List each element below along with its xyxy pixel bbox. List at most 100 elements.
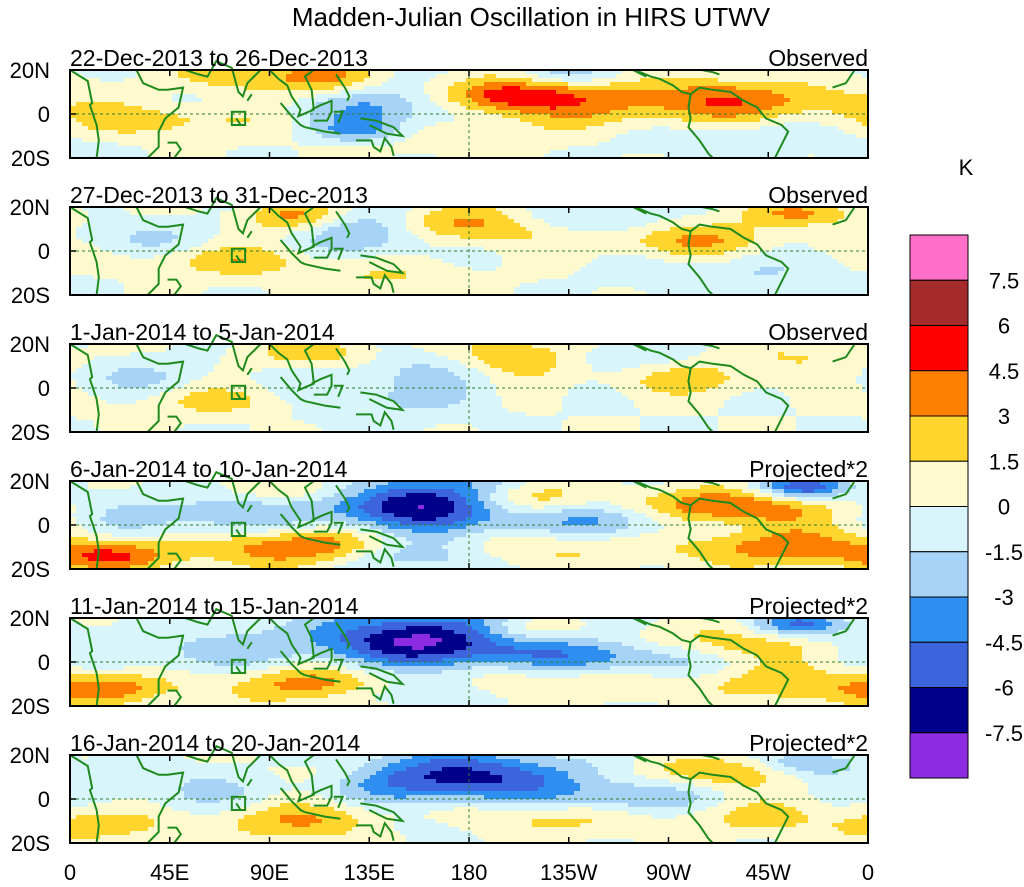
field-cell <box>724 126 731 131</box>
field-cell <box>550 118 557 123</box>
field-cell <box>556 106 563 111</box>
field-cell <box>622 134 629 139</box>
field-cell <box>544 154 551 159</box>
field-cell <box>118 106 125 111</box>
field-cell <box>118 74 125 79</box>
field-cell <box>472 207 479 212</box>
field-cell <box>826 110 833 115</box>
field-cell <box>526 227 533 232</box>
field-cell <box>364 94 371 99</box>
field-cell <box>430 243 437 248</box>
field-cell <box>700 114 707 119</box>
field-cell <box>190 102 197 107</box>
field-cell <box>598 211 605 216</box>
field-cell <box>604 110 611 115</box>
field-cell <box>808 78 815 83</box>
field-cell <box>736 251 743 256</box>
field-cell <box>316 215 323 220</box>
field-cell <box>268 247 275 252</box>
field-cell <box>736 231 743 236</box>
field-cell <box>124 146 131 151</box>
field-cell <box>226 86 233 91</box>
field-cell <box>154 110 161 115</box>
field-cell <box>364 243 371 248</box>
field-cell <box>514 78 521 83</box>
field-cell <box>484 98 491 103</box>
field-cell <box>658 227 665 232</box>
field-cell <box>220 118 227 123</box>
field-cell <box>118 118 125 123</box>
field-cell <box>676 255 683 260</box>
field-cell <box>598 78 605 83</box>
field-cell <box>394 102 401 107</box>
field-cell <box>94 74 101 79</box>
field-cell <box>370 102 377 107</box>
field-cell <box>190 114 197 119</box>
field-cell <box>808 122 815 127</box>
field-cell <box>586 70 593 75</box>
field-cell <box>736 74 743 79</box>
field-cell <box>664 130 671 135</box>
field-cell <box>118 154 125 159</box>
field-cell <box>466 114 473 119</box>
field-cell <box>130 235 137 240</box>
field-cell <box>850 247 857 252</box>
field-cell <box>136 86 143 91</box>
field-cell <box>442 227 449 232</box>
field-cell <box>136 110 143 115</box>
field-cell <box>112 74 119 79</box>
field-cell <box>646 223 653 228</box>
field-cell <box>100 114 107 119</box>
field-cell <box>100 126 107 131</box>
field-cell <box>208 138 215 143</box>
field-cell <box>166 94 173 99</box>
field-cell <box>754 231 761 236</box>
field-cell <box>586 126 593 131</box>
field-cell <box>316 219 323 224</box>
field-cell <box>214 102 221 107</box>
field-cell <box>238 239 245 244</box>
field-cell <box>760 74 767 79</box>
field-cell <box>676 247 683 252</box>
field-cell <box>154 235 161 240</box>
field-cell <box>544 146 551 151</box>
field-cell <box>460 223 467 228</box>
field-cell <box>322 223 329 228</box>
field-cell <box>388 106 395 111</box>
field-cell <box>178 255 185 260</box>
field-cell <box>712 110 719 115</box>
field-cell <box>628 223 635 228</box>
field-cell <box>496 106 503 111</box>
field-cell <box>694 215 701 220</box>
field-cell <box>832 243 839 248</box>
field-cell <box>448 207 455 212</box>
field-cell <box>274 211 281 216</box>
field-cell <box>772 146 779 151</box>
field-cell <box>184 138 191 143</box>
field-cell <box>814 243 821 248</box>
field-cell <box>724 106 731 111</box>
field-cell <box>202 223 209 228</box>
field-cell <box>82 251 89 256</box>
field-cell <box>616 235 623 240</box>
field-cell <box>790 150 797 155</box>
field-cell <box>112 207 119 212</box>
field-cell <box>160 235 167 240</box>
field-cell <box>850 223 857 228</box>
field-cell <box>334 138 341 143</box>
field-cell <box>418 235 425 240</box>
field-cell <box>856 239 863 244</box>
field-cell <box>676 74 683 79</box>
field-cell <box>448 243 455 248</box>
field-cell <box>316 235 323 240</box>
field-cell <box>370 259 377 264</box>
field-cell <box>616 114 623 119</box>
field-cell <box>652 106 659 111</box>
field-cell <box>772 251 779 256</box>
field-cell <box>856 247 863 252</box>
field-cell <box>172 134 179 139</box>
field-cell <box>742 259 749 264</box>
field-cell <box>526 122 533 127</box>
field-cell <box>730 227 737 232</box>
